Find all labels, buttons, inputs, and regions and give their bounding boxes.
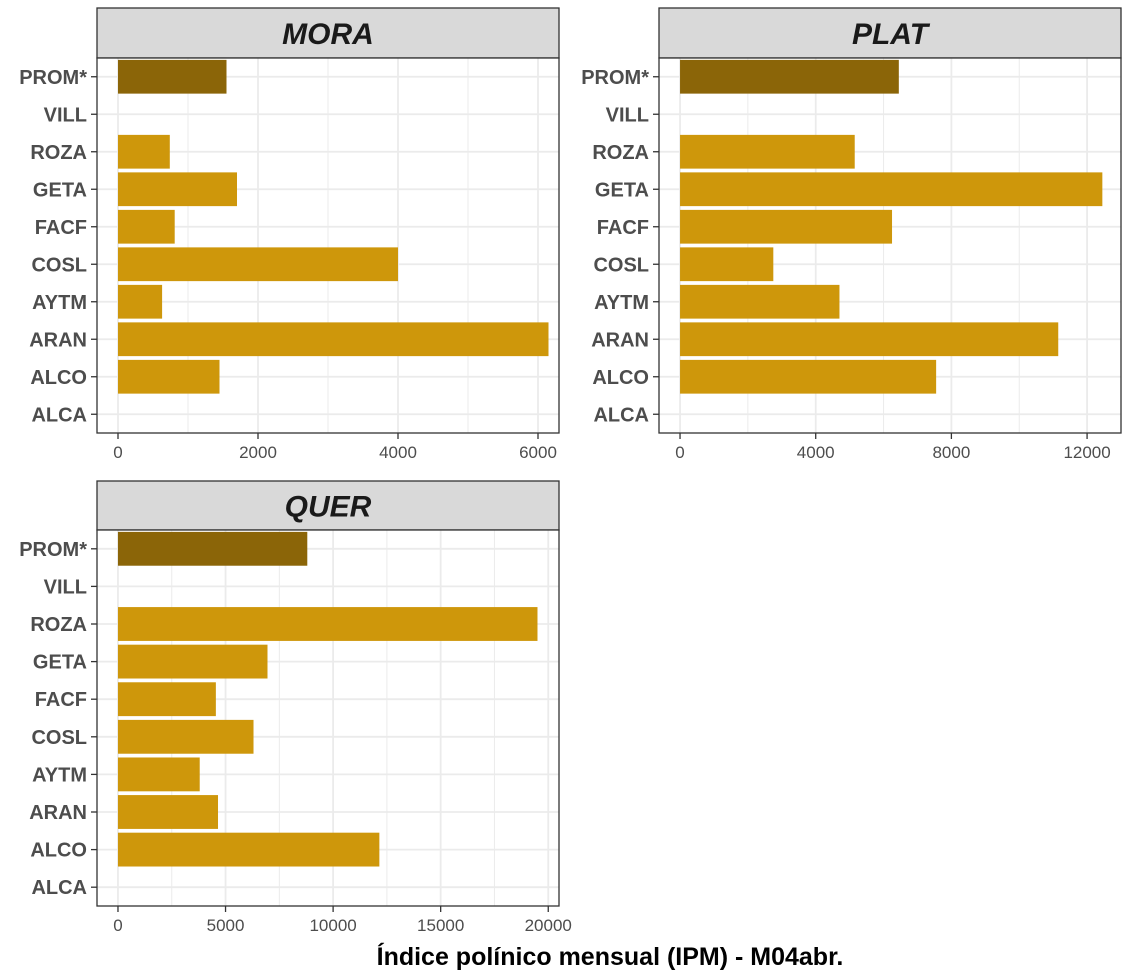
x-tick-label: 10000 bbox=[309, 916, 356, 935]
y-tick-label: GETA bbox=[595, 179, 649, 201]
bar-prom bbox=[118, 59, 227, 94]
y-tick-label: FACF bbox=[35, 689, 87, 711]
y-tick-label: ROZA bbox=[30, 614, 87, 636]
x-tick-label: 2000 bbox=[239, 443, 277, 462]
panel-quer: QUER PROM* VILL ROZA GETA FACF COSL AYTM ARAN ALC… bbox=[19, 480, 572, 935]
y-tick-label: ALCO bbox=[30, 840, 87, 862]
y-tick-label: ARAN bbox=[29, 802, 87, 824]
y-tick-label: VILL bbox=[44, 104, 87, 126]
panel-title: MORA bbox=[282, 18, 374, 51]
bar-roza bbox=[680, 134, 855, 169]
bar-alco bbox=[117, 832, 380, 867]
bar-prom bbox=[680, 59, 899, 94]
y-tick-label: COSL bbox=[31, 727, 87, 749]
x-tick-label: 5000 bbox=[207, 916, 245, 935]
panel-border bbox=[96, 529, 560, 907]
y-tick-label: ALCO bbox=[592, 367, 649, 389]
panel-mora: MORA PROM* VILL ROZA GETA FACF COSL AYTM ARAN ALC… bbox=[19, 7, 560, 462]
panel-title: QUER bbox=[285, 491, 372, 524]
x-tick-label: 0 bbox=[113, 443, 122, 462]
bar-facf bbox=[118, 209, 175, 244]
y-tick-label: ROZA bbox=[30, 142, 87, 164]
x-tick-label: 8000 bbox=[932, 443, 970, 462]
y-tick-label: GETA bbox=[33, 652, 87, 674]
bar-aran bbox=[117, 795, 219, 829]
y-tick-label: ARAN bbox=[29, 329, 87, 351]
bar-roza bbox=[118, 134, 170, 169]
y-tick-label: FACF bbox=[597, 217, 649, 239]
x-tick-label: 4000 bbox=[797, 443, 835, 462]
y-tick-label: ALCA bbox=[593, 404, 649, 426]
y-tick-label: PROM* bbox=[19, 67, 87, 89]
panel-border bbox=[658, 57, 1122, 434]
y-tick-label: COSL bbox=[593, 254, 649, 276]
y-tick-label: FACF bbox=[35, 217, 87, 239]
x-tick-label: 0 bbox=[113, 916, 122, 935]
bar-facf bbox=[117, 682, 216, 717]
bar-aytm bbox=[117, 757, 200, 792]
x-tick-label: 0 bbox=[675, 443, 684, 462]
x-tick-label: 15000 bbox=[417, 916, 464, 935]
strip-background bbox=[96, 7, 560, 59]
y-tick-label: AYTM bbox=[32, 764, 87, 786]
y-tick-label: GETA bbox=[33, 179, 87, 201]
x-axis-title: Índice polínico mensual (IPM) - M04abr. bbox=[377, 942, 844, 971]
y-tick-label: VILL bbox=[44, 576, 87, 598]
x-tick-label: 6000 bbox=[519, 443, 557, 462]
y-tick-label: VILL bbox=[606, 104, 649, 126]
bar-geta bbox=[117, 644, 268, 679]
bar-cosl bbox=[680, 247, 774, 282]
x-tick-label: 20000 bbox=[525, 916, 572, 935]
bar-facf bbox=[680, 209, 893, 244]
y-tick-label: PROM* bbox=[581, 67, 649, 89]
y-tick-label: PROM* bbox=[19, 539, 87, 561]
y-tick-label: ALCA bbox=[31, 877, 87, 899]
bar-aytm bbox=[680, 284, 840, 319]
bar-cosl bbox=[118, 247, 398, 282]
bar-geta bbox=[680, 172, 1103, 207]
bar-prom bbox=[117, 531, 308, 566]
y-tick-label: ARAN bbox=[591, 329, 649, 351]
bar-cosl bbox=[117, 719, 254, 754]
y-tick-label: ROZA bbox=[592, 142, 649, 164]
bar-roza bbox=[117, 607, 538, 641]
bar-geta bbox=[118, 172, 237, 207]
bar-aran bbox=[118, 322, 549, 357]
x-tick-label: 12000 bbox=[1063, 443, 1110, 462]
panel-border bbox=[96, 57, 560, 434]
panel-title: PLAT bbox=[852, 18, 931, 51]
bar-aytm bbox=[118, 284, 163, 319]
bar-alco bbox=[680, 359, 937, 394]
panel-plat: PLAT PROM* VILL ROZA GETA FACF COSL AYTM ARAN ALC… bbox=[581, 7, 1122, 462]
strip-background bbox=[658, 7, 1122, 59]
y-tick-label: ALCA bbox=[31, 404, 87, 426]
bar-alco bbox=[118, 359, 220, 394]
y-tick-label: ALCO bbox=[30, 367, 87, 389]
y-tick-label: COSL bbox=[31, 254, 87, 276]
y-tick-label: AYTM bbox=[594, 292, 649, 314]
x-tick-label: 4000 bbox=[379, 443, 417, 462]
y-tick-label: AYTM bbox=[32, 292, 87, 314]
bar-aran bbox=[680, 322, 1059, 357]
